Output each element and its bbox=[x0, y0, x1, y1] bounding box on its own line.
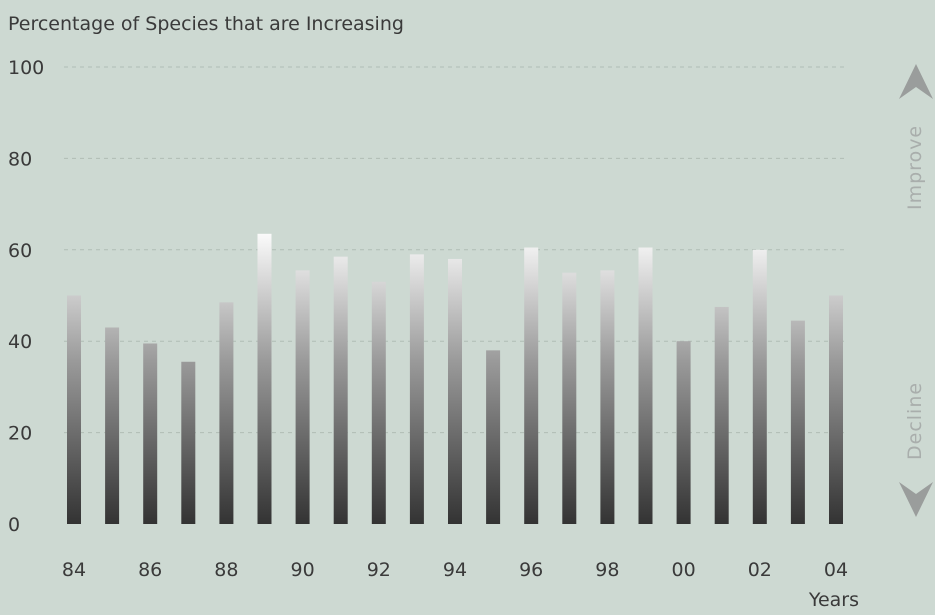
bar-93 bbox=[409, 254, 424, 524]
x-tick-label: 04 bbox=[824, 559, 848, 581]
bar-94 bbox=[448, 258, 462, 524]
bar-88 bbox=[219, 302, 234, 524]
bar-00 bbox=[676, 341, 691, 524]
improve-arrow-icon bbox=[899, 64, 933, 99]
x-tick-label: 94 bbox=[443, 559, 467, 581]
bar-87 bbox=[181, 361, 196, 524]
bar-99 bbox=[638, 247, 653, 524]
bar-02 bbox=[752, 249, 767, 525]
x-tick-label: 84 bbox=[62, 559, 86, 581]
decline-arrow-icon bbox=[899, 482, 933, 517]
bar-92 bbox=[371, 281, 386, 524]
bar-95 bbox=[486, 350, 501, 524]
bar-03 bbox=[790, 320, 805, 524]
y-axis-ticks: 0 20 40 60 80 100 bbox=[8, 57, 44, 536]
y-tick-label: 40 bbox=[8, 331, 32, 353]
x-tick-label: 02 bbox=[748, 559, 772, 581]
x-tick-label: 98 bbox=[595, 559, 619, 581]
x-tick-label: 86 bbox=[138, 559, 162, 581]
bar-90 bbox=[295, 270, 310, 524]
bar-98 bbox=[600, 270, 615, 524]
bar-85 bbox=[105, 327, 120, 524]
improve-label: Improve bbox=[904, 125, 926, 210]
x-tick-label: 88 bbox=[214, 559, 238, 581]
x-tick-label: 00 bbox=[672, 559, 696, 581]
bar-89 bbox=[257, 233, 272, 524]
x-tick-label: 90 bbox=[291, 559, 315, 581]
x-axis-ticks: 84 86 88 90 92 94 96 98 00 02 04 bbox=[62, 559, 848, 581]
bar-96 bbox=[524, 247, 539, 524]
bar-91 bbox=[333, 256, 348, 524]
bars bbox=[67, 233, 843, 525]
bar-04 bbox=[829, 295, 843, 524]
chart-title: Percentage of Species that are Increasin… bbox=[8, 13, 404, 35]
bar-84 bbox=[67, 295, 81, 524]
decline-label: Decline bbox=[904, 382, 926, 460]
x-axis-label: Years bbox=[808, 589, 859, 611]
y-tick-label: 0 bbox=[8, 514, 20, 536]
bar-97 bbox=[562, 272, 577, 524]
y-tick-label: 60 bbox=[8, 240, 32, 262]
x-tick-label: 96 bbox=[519, 559, 543, 581]
bar-86 bbox=[143, 343, 158, 524]
y-tick-label: 20 bbox=[8, 423, 32, 445]
y-tick-label: 80 bbox=[8, 148, 32, 170]
bar-01 bbox=[714, 306, 729, 524]
y-tick-label: 100 bbox=[8, 57, 44, 79]
x-tick-label: 92 bbox=[367, 559, 391, 581]
